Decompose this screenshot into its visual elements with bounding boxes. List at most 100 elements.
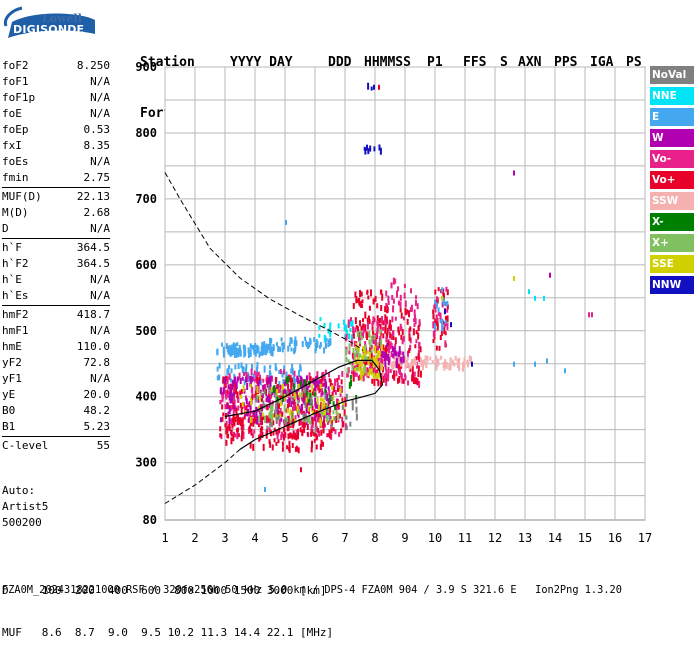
echo-point [380,363,383,371]
echo-point [278,427,281,434]
echo-point [360,370,363,378]
echo-point [258,415,261,422]
echo-point [329,415,332,422]
echo-point [278,370,281,375]
echo-point [294,343,297,351]
echo-point [224,423,227,428]
echo-point [279,346,282,351]
echo-point [216,349,219,356]
echo-point [261,398,264,403]
x-tick-label: 10 [428,531,442,545]
echo-point [300,419,303,426]
echo-point [310,396,313,404]
echo-point [372,337,375,345]
echo-point [278,419,281,424]
echo-point [287,433,290,440]
echo-point [244,406,247,413]
echo-point [414,344,417,349]
echo-point [236,342,239,347]
echo-point [297,428,300,435]
echo-point [415,356,418,361]
param-value: N/A [90,155,110,168]
echo-point [261,393,264,399]
echo-point [311,389,314,396]
echo-point [251,433,254,439]
echo-point [463,364,466,369]
profile-dashed-upper [164,172,364,351]
echo-point [394,344,397,350]
echo-point [321,375,324,381]
echo-point [242,432,245,440]
echo-point [404,375,407,381]
echo-point [308,416,311,424]
echo-point [269,389,272,395]
param-value: 20.0 [83,388,111,401]
echo-point [288,420,291,427]
echo-point [228,405,231,410]
echo-point [379,358,382,363]
echo-point [381,316,384,321]
echo-point [364,311,367,319]
echo-point [269,372,272,378]
echo-point [351,403,354,411]
echo-point [449,357,452,364]
echo-point [441,318,444,326]
echo-point [534,361,536,367]
echo-point [417,324,420,331]
echo-point [293,348,296,355]
echo-point [226,389,229,394]
echo-point [306,431,309,436]
echo-point [355,413,358,421]
header-line1-field: DDD [328,55,352,70]
echo-point [305,398,308,404]
echo-point [306,416,309,422]
param-name: h`F [2,241,22,254]
echo-point [256,395,259,400]
echo-point [263,341,266,349]
echo-point [230,437,233,445]
echo-point [252,373,255,379]
param-name: fmin [2,171,29,184]
echo-point [314,414,317,421]
echo-point [245,398,248,405]
echo-point [296,405,299,413]
legend-entry-x-: X- [650,213,694,231]
echo-point [243,379,246,386]
echo-point [286,445,289,450]
echo-point [356,367,359,372]
echo-point [319,405,322,410]
echo-point [413,318,416,323]
echo-point [397,286,400,292]
echo-point [397,351,400,357]
echo-point [395,361,398,369]
echo-point [398,357,401,364]
echo-point [295,340,298,347]
param-value: 2.68 [83,206,111,219]
echo-point [377,355,380,363]
echo-point [249,348,252,356]
echo-point [353,352,356,360]
echo-point [368,351,371,359]
echo-point [364,359,367,367]
echo-point [342,319,345,325]
echo-point [413,371,416,377]
echo-point [314,397,317,402]
echo-point [329,331,332,338]
echo-point [265,345,268,353]
echo-point [248,416,251,423]
echo-point [225,427,228,435]
echo-point [304,336,307,341]
echo-point [322,411,325,416]
echo-point [362,374,365,382]
x-tick-label: 1 [161,531,168,545]
echo-point [315,425,318,432]
echo-point [294,393,297,400]
param-row: foF2 8.250 [2,58,110,74]
echo-point [268,412,271,418]
echo-point [513,361,515,367]
param-name: yF1 [2,372,22,385]
echo-point [377,379,380,385]
echo-point [369,360,372,366]
echo-point [468,355,471,362]
echo-point [412,377,415,385]
